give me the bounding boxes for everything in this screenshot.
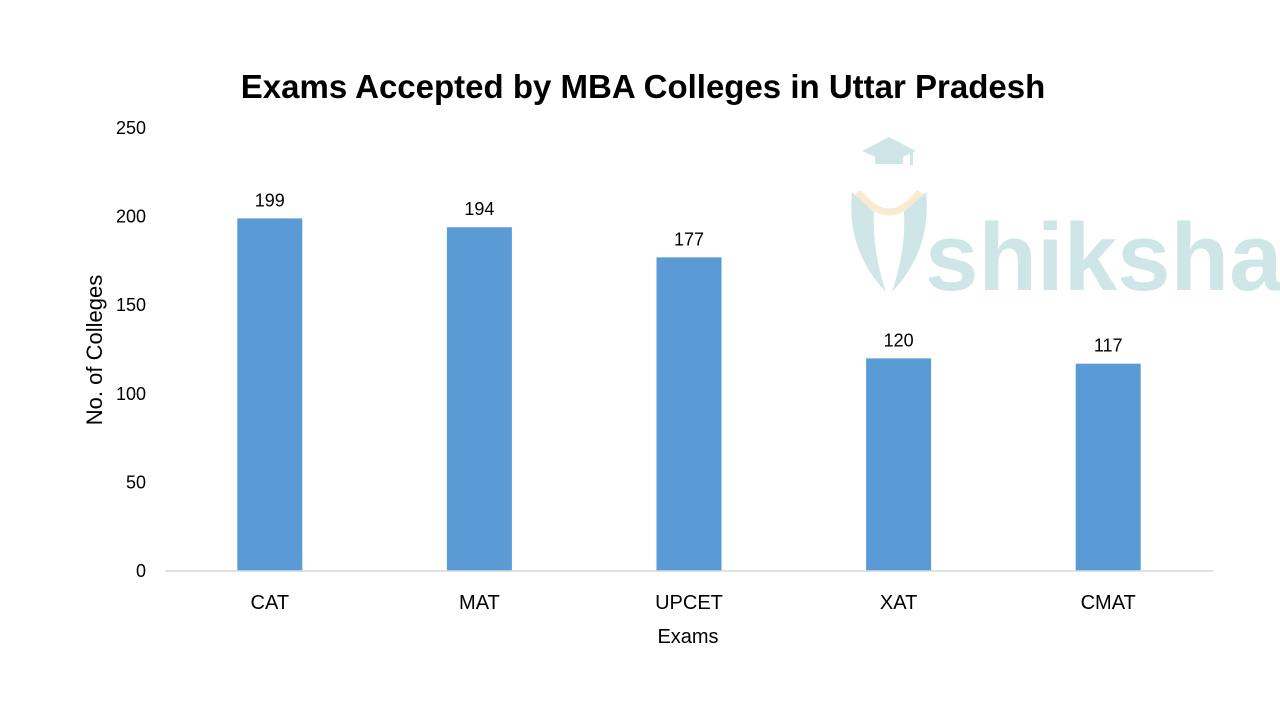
watermark-text: shiksha <box>925 204 1280 311</box>
data-label: 120 <box>884 330 914 350</box>
y-axis-title: No. of Colleges <box>82 275 107 425</box>
y-tick-label: 0 <box>136 561 146 581</box>
watermark-arc-icon <box>855 189 923 216</box>
x-tick-label: CMAT <box>1081 592 1136 614</box>
y-tick-label: 150 <box>116 295 146 315</box>
bar-mat <box>446 227 512 571</box>
y-tick-label: 250 <box>116 118 146 138</box>
y-axis-ticks: 0 50 100 150 200 250 <box>116 118 146 581</box>
data-label: 117 <box>1094 336 1123 356</box>
x-axis-title: Exams <box>657 626 718 648</box>
bar-xat <box>866 358 932 571</box>
data-label: 194 <box>464 199 494 219</box>
x-tick-label: UPCET <box>655 592 723 614</box>
data-labels-group: 199 194 177 120 117 <box>255 190 1123 355</box>
data-label: 199 <box>255 190 285 210</box>
y-tick-label: 100 <box>116 384 146 404</box>
x-tick-label: MAT <box>459 592 500 614</box>
bar-cat <box>237 218 303 571</box>
bar-cmat <box>1075 363 1141 571</box>
x-tick-label: XAT <box>880 592 917 614</box>
data-label: 177 <box>674 229 704 249</box>
bars-group <box>237 218 1141 571</box>
x-axis-categories: CAT MAT UPCET XAT CMAT <box>251 592 1136 614</box>
graduation-cap-icon <box>862 137 916 165</box>
y-tick-label: 50 <box>126 472 146 492</box>
y-tick-label: 200 <box>116 207 146 227</box>
watermark-logo: shiksha <box>851 137 1280 311</box>
watermark-figure-icon <box>851 192 886 292</box>
bar-upcet <box>656 257 722 571</box>
x-tick-label: CAT <box>251 592 290 614</box>
chart-title: Exams Accepted by MBA Colleges in Uttar … <box>241 68 1045 105</box>
